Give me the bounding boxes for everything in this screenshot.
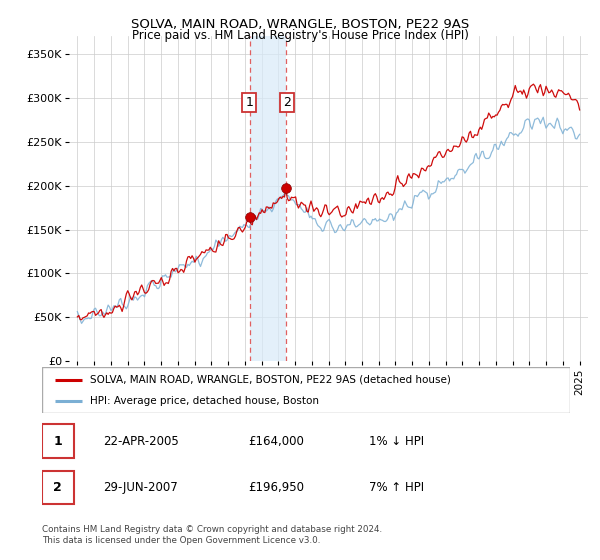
Text: £196,950: £196,950	[248, 481, 304, 494]
Text: 1: 1	[53, 435, 62, 448]
Text: 2: 2	[283, 96, 291, 109]
Text: 22-APR-2005: 22-APR-2005	[103, 435, 178, 448]
Text: SOLVA, MAIN ROAD, WRANGLE, BOSTON, PE22 9AS: SOLVA, MAIN ROAD, WRANGLE, BOSTON, PE22 …	[131, 18, 469, 31]
Text: Contains HM Land Registry data © Crown copyright and database right 2024.
This d: Contains HM Land Registry data © Crown c…	[42, 525, 382, 545]
Text: 1: 1	[245, 96, 253, 109]
Text: 7% ↑ HPI: 7% ↑ HPI	[370, 481, 424, 494]
Text: 2: 2	[53, 481, 62, 494]
Text: 29-JUN-2007: 29-JUN-2007	[103, 481, 178, 494]
FancyBboxPatch shape	[42, 424, 74, 458]
Text: SOLVA, MAIN ROAD, WRANGLE, BOSTON, PE22 9AS (detached house): SOLVA, MAIN ROAD, WRANGLE, BOSTON, PE22 …	[89, 375, 451, 385]
FancyBboxPatch shape	[42, 470, 74, 505]
FancyBboxPatch shape	[42, 367, 570, 413]
Bar	[250, 36, 286, 361]
Text: Price paid vs. HM Land Registry's House Price Index (HPI): Price paid vs. HM Land Registry's House …	[131, 29, 469, 42]
Text: 1% ↓ HPI: 1% ↓ HPI	[370, 435, 424, 448]
Text: HPI: Average price, detached house, Boston: HPI: Average price, detached house, Bost…	[89, 396, 319, 406]
Text: £164,000: £164,000	[248, 435, 304, 448]
